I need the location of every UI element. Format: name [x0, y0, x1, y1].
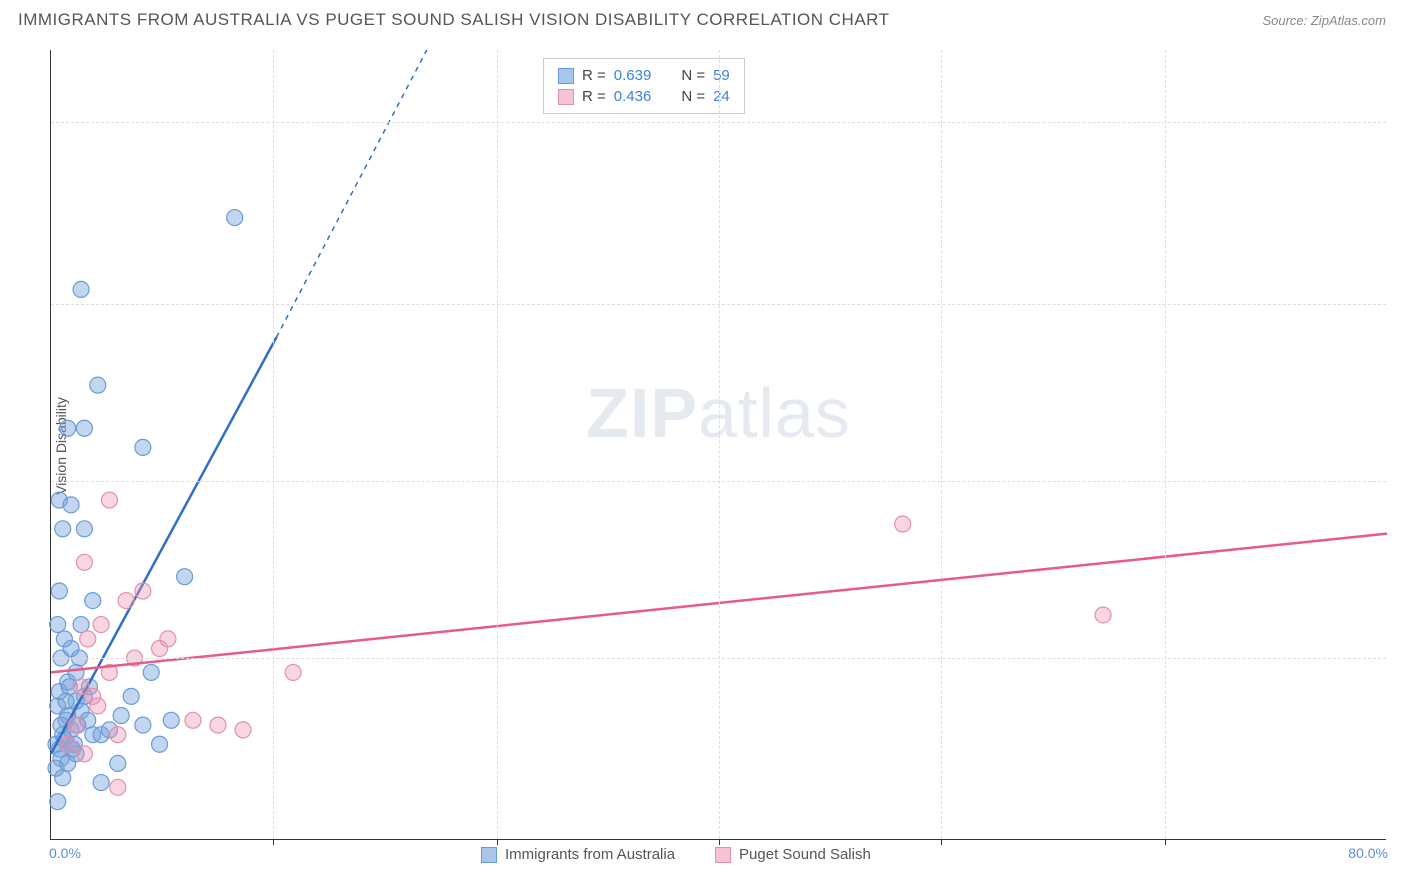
- legend-r-label: R =: [582, 67, 606, 84]
- legend-n-value: 59: [713, 67, 730, 84]
- gridline-vertical: [273, 50, 274, 839]
- scatter-point: [143, 664, 159, 680]
- y-tick-label: 7.5%: [1391, 473, 1406, 489]
- scatter-point: [55, 770, 71, 786]
- scatter-point: [51, 583, 67, 599]
- x-tick-mark: [497, 839, 498, 845]
- scatter-point: [110, 727, 126, 743]
- legend-swatch: [558, 89, 574, 105]
- legend-r-value: 0.639: [614, 67, 652, 84]
- x-tick-mark: [719, 839, 720, 845]
- legend-series-item: Puget Sound Salish: [715, 846, 871, 863]
- legend-swatch: [481, 847, 497, 863]
- scatter-point: [93, 617, 109, 633]
- legend-r-value: 0.436: [614, 88, 652, 105]
- x-tick-mark: [941, 839, 942, 845]
- legend-swatch: [715, 847, 731, 863]
- legend-n-label: N =: [681, 88, 705, 105]
- legend-n-value: 24: [713, 88, 730, 105]
- scatter-point: [58, 693, 74, 709]
- scatter-point: [110, 779, 126, 795]
- chart-plot-area: ZIPatlas R =0.639N =59R =0.436N =24 Immi…: [50, 50, 1386, 840]
- gridline-vertical: [497, 50, 498, 839]
- scatter-point: [93, 775, 109, 791]
- x-tick-mark: [1165, 839, 1166, 845]
- legend-n-label: N =: [681, 67, 705, 84]
- scatter-point: [80, 631, 96, 647]
- legend-stat-row: R = 0.639 N = 59: [558, 65, 730, 86]
- scatter-point: [118, 593, 134, 609]
- scatter-point: [895, 516, 911, 532]
- series-legend: Immigrants from Australia Puget Sound Sal…: [481, 846, 871, 863]
- legend-series-item: Immigrants from Australia: [481, 846, 675, 863]
- scatter-point: [152, 736, 168, 752]
- header: IMMIGRANTS FROM AUSTRALIA VS PUGET SOUND…: [0, 0, 1406, 38]
- scatter-point: [50, 617, 66, 633]
- scatter-point: [50, 794, 66, 810]
- scatter-point: [56, 631, 72, 647]
- scatter-point: [73, 617, 89, 633]
- scatter-point: [135, 717, 151, 733]
- scatter-point: [90, 698, 106, 714]
- scatter-point: [110, 755, 126, 771]
- y-tick-label: 3.8%: [1391, 650, 1406, 666]
- scatter-point: [76, 521, 92, 537]
- x-tick-mark: [273, 839, 274, 845]
- scatter-point: [76, 554, 92, 570]
- x-axis-max-label: 80.0%: [1348, 845, 1388, 861]
- y-tick-label: 15.0%: [1391, 114, 1406, 130]
- scatter-point: [68, 664, 84, 680]
- scatter-point: [1095, 607, 1111, 623]
- gridline-vertical: [1165, 50, 1166, 839]
- scatter-point: [135, 583, 151, 599]
- scatter-point: [285, 664, 301, 680]
- trend-line-extrapolated: [276, 50, 426, 337]
- scatter-point: [60, 420, 76, 436]
- scatter-point: [135, 439, 151, 455]
- legend-series-label: Immigrants from Australia: [505, 846, 675, 863]
- scatter-point: [123, 688, 139, 704]
- scatter-point: [55, 521, 71, 537]
- scatter-point: [227, 210, 243, 226]
- scatter-point: [160, 631, 176, 647]
- scatter-point: [210, 717, 226, 733]
- scatter-point: [73, 679, 89, 695]
- legend-stat-row: R = 0.436 N = 24: [558, 86, 730, 107]
- scatter-point: [76, 746, 92, 762]
- scatter-point: [63, 497, 79, 513]
- scatter-point: [60, 736, 76, 752]
- scatter-point: [163, 712, 179, 728]
- source-attribution: Source: ZipAtlas.com: [1262, 13, 1386, 28]
- legend-r-label: R =: [582, 88, 606, 105]
- scatter-point: [90, 377, 106, 393]
- scatter-point: [73, 281, 89, 297]
- scatter-point: [68, 717, 84, 733]
- scatter-point: [101, 492, 117, 508]
- gridline-vertical: [719, 50, 720, 839]
- scatter-point: [185, 712, 201, 728]
- scatter-point: [85, 593, 101, 609]
- scatter-point: [76, 420, 92, 436]
- y-tick-label: 11.2%: [1391, 296, 1406, 312]
- correlation-legend: R = 0.639 N = 59 R = 0.436 N = 24: [543, 58, 745, 114]
- scatter-point: [113, 708, 129, 724]
- scatter-point: [177, 569, 193, 585]
- gridline-vertical: [941, 50, 942, 839]
- legend-swatch: [558, 68, 574, 84]
- chart-title: IMMIGRANTS FROM AUSTRALIA VS PUGET SOUND…: [18, 10, 890, 30]
- legend-series-label: Puget Sound Salish: [739, 846, 871, 863]
- x-axis-min-label: 0.0%: [49, 845, 81, 861]
- scatter-point: [235, 722, 251, 738]
